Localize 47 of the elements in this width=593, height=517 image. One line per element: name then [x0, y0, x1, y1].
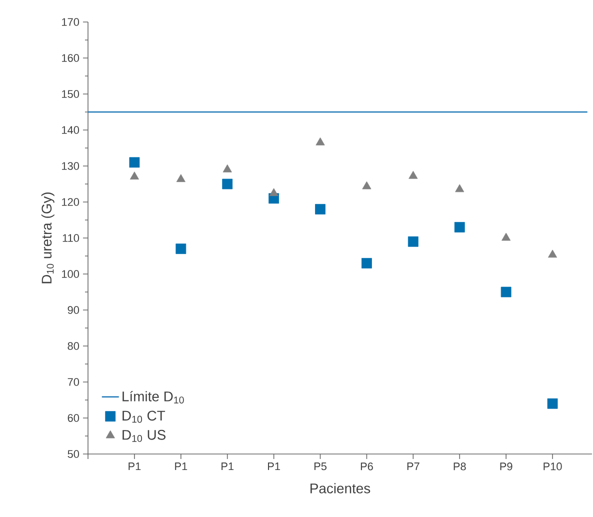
y-tick-label: 80 [68, 342, 80, 350]
y-tick-label: 70 [68, 378, 80, 386]
point [269, 188, 278, 196]
x-tick-label: P7 [407, 462, 420, 470]
x-tick-label: P6 [360, 462, 373, 470]
y-tick-label: 120 [62, 198, 80, 206]
x-axis-title: Pacientes [310, 483, 370, 494]
x-tick-label: P1 [175, 462, 188, 470]
point [315, 204, 326, 214]
y-tick-label: 100 [62, 270, 80, 278]
point [362, 258, 372, 268]
x-tick-label: P1 [222, 462, 234, 470]
y-tick-label: 160 [62, 54, 80, 62]
y-tick-label: 50 [68, 450, 80, 458]
point [316, 137, 325, 146]
x-tick-label: P10 [544, 462, 562, 470]
point [408, 236, 418, 247]
y-tick-label: 110 [62, 234, 80, 242]
x-tick-label: P1 [268, 462, 280, 470]
point [500, 286, 512, 298]
y-tick-label: 90 [68, 306, 80, 314]
point [222, 178, 233, 190]
legend-label: D$_{10}$ US [122, 430, 166, 442]
legend-label: D$_{10}$ CT [122, 410, 166, 423]
x-tick-label: P8 [454, 462, 466, 470]
x-tick-label: P9 [500, 462, 512, 470]
point [547, 398, 558, 409]
x-tick-label: P5 [314, 462, 326, 470]
point [129, 157, 140, 168]
y-tick-label: 140 [62, 126, 80, 134]
point [408, 170, 418, 179]
y-axis-title: D$_{10}$ uretra (Gy) [41, 192, 54, 284]
point [454, 222, 465, 232]
point [222, 164, 232, 172]
point [548, 250, 558, 258]
y-tick-label: 170 [62, 18, 80, 26]
point [455, 184, 464, 192]
point [130, 172, 139, 180]
point [502, 232, 511, 241]
y-tick-label: 60 [68, 414, 80, 422]
y-tick-label: 150 [62, 90, 80, 98]
y-tick-label: 130 [62, 162, 80, 170]
point [362, 181, 372, 190]
point [176, 244, 186, 254]
legend-label: Límite D$_{10}$ [122, 390, 184, 404]
x-tick-label: P1 [128, 462, 141, 470]
point [176, 174, 186, 182]
